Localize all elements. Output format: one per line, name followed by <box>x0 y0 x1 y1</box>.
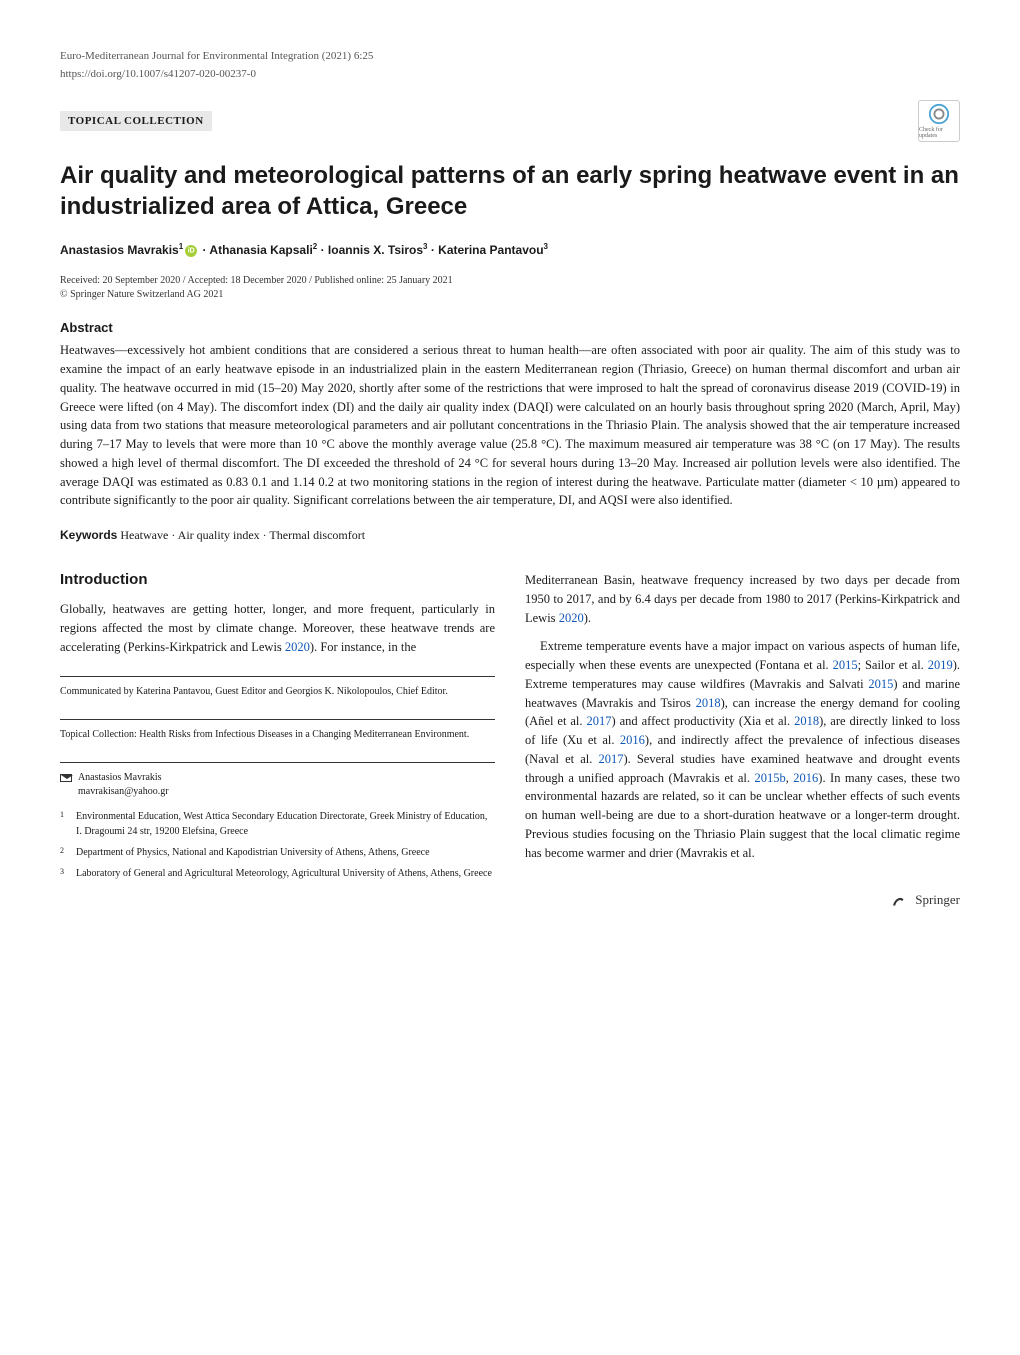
citation-link[interactable]: 2017 <box>586 714 611 728</box>
affiliation-number: 3 <box>60 866 76 881</box>
authors-line: Anastasios Mavrakis1 · Athanasia Kapsali… <box>60 242 960 257</box>
corresponding-author-block: Anastasios Mavrakis mavrakisan@yahoo.gr … <box>60 762 495 881</box>
citation-link[interactable]: 2015 <box>833 658 858 672</box>
body-text-span: ). For instance, in the <box>310 640 416 654</box>
intro-paragraph: Mediterranean Basin, heatwave frequency … <box>525 571 960 627</box>
affiliation-text: Laboratory of General and Agricultural M… <box>76 866 492 881</box>
citation-link[interactable]: 2016 <box>793 771 818 785</box>
publisher-name: Springer <box>915 892 960 907</box>
keywords-line: Keywords Heatwave · Air quality index · … <box>60 528 960 543</box>
author-separator: · <box>199 243 209 257</box>
citation-link[interactable]: 2016 <box>620 733 645 747</box>
collection-note: Topical Collection: Health Risks from In… <box>60 728 495 742</box>
orcid-icon[interactable] <box>185 245 197 257</box>
affiliations-list: 1 Environmental Education, West Attica S… <box>60 809 495 881</box>
check-updates-icon <box>928 103 950 125</box>
citation-link[interactable]: 2019 <box>928 658 953 672</box>
author-affil-sup: 3 <box>544 242 548 251</box>
footnote-block: Communicated by Katerina Pantavou, Guest… <box>60 676 495 699</box>
citation-link[interactable]: 2015 <box>868 677 893 691</box>
affiliation-item: 1 Environmental Education, West Attica S… <box>60 809 495 839</box>
abstract-text: Heatwaves—excessively hot ambient condit… <box>60 341 960 510</box>
copyright-line: © Springer Nature Switzerland AG 2021 <box>60 289 960 300</box>
keywords-label: Keywords <box>60 528 117 542</box>
intro-paragraph: Extreme temperature events have a major … <box>525 637 960 862</box>
journal-citation: Euro-Mediterranean Journal for Environme… <box>60 50 373 62</box>
abstract-heading: Abstract <box>60 320 960 335</box>
keywords-values: Heatwave · Air quality index · Thermal d… <box>120 528 365 542</box>
citation-link[interactable]: 2020 <box>559 611 584 625</box>
affiliation-item: 2 Department of Physics, National and Ka… <box>60 845 495 860</box>
springer-horse-icon <box>890 892 908 910</box>
affiliation-number: 2 <box>60 845 76 860</box>
envelope-icon <box>60 774 72 782</box>
author-name: Katerina Pantavou <box>438 243 543 257</box>
citation-link[interactable]: 2020 <box>285 640 310 654</box>
footnote-block: Topical Collection: Health Risks from In… <box>60 719 495 742</box>
affiliation-text: Environmental Education, West Attica Sec… <box>76 809 495 839</box>
doi-link[interactable]: https://doi.org/10.1007/s41207-020-00237… <box>60 68 960 80</box>
affiliation-number: 1 <box>60 809 76 839</box>
body-text-span: ; Sailor et al. <box>858 658 928 672</box>
article-title: Air quality and meteorological patterns … <box>60 160 960 222</box>
publisher-logo: Springer <box>525 892 960 910</box>
author-separator: · <box>428 243 439 257</box>
body-text-span: ). <box>584 611 591 625</box>
citation-link[interactable]: 2017 <box>598 752 623 766</box>
affiliation-item: 3 Laboratory of General and Agricultural… <box>60 866 495 881</box>
communicated-note: Communicated by Katerina Pantavou, Guest… <box>60 685 495 699</box>
affiliation-text: Department of Physics, National and Kapo… <box>76 845 430 860</box>
section-heading-introduction: Introduction <box>60 571 495 588</box>
author-name: Anastasios Mavrakis <box>60 243 179 257</box>
corresponding-author-name: Anastasios Mavrakis <box>78 772 162 783</box>
article-dates: Received: 20 September 2020 / Accepted: … <box>60 275 960 286</box>
intro-paragraph: Globally, heatwaves are getting hotter, … <box>60 600 495 656</box>
author-name: Ioannis X. Tsiros <box>328 243 423 257</box>
article-type-label: TOPICAL COLLECTION <box>60 111 212 131</box>
citation-link[interactable]: 2018 <box>794 714 819 728</box>
body-text-span: Globally, heatwaves are getting hotter, … <box>60 602 495 654</box>
citation-link[interactable]: 2015b <box>754 771 785 785</box>
check-updates-text: Check for updates <box>919 127 959 139</box>
author-separator: · <box>317 243 328 257</box>
citation-link[interactable]: 2018 <box>696 696 721 710</box>
corresponding-author-email[interactable]: mavrakisan@yahoo.gr <box>78 786 169 797</box>
author-name: Athanasia Kapsali <box>209 243 312 257</box>
check-updates-badge[interactable]: Check for updates <box>918 100 960 142</box>
author-affil-sup: 1 <box>179 242 183 251</box>
body-text-span: ) and affect productivity (Xia et al. <box>611 714 794 728</box>
